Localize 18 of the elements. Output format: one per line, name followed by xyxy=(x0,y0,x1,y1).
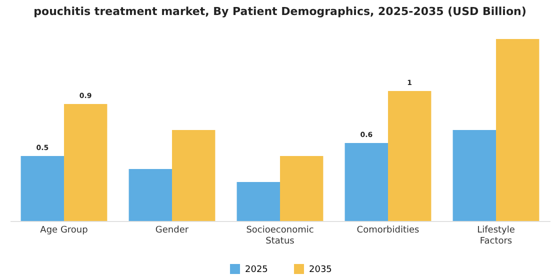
x-tick-label: Comorbidities xyxy=(356,226,420,236)
bar xyxy=(280,156,324,221)
bar xyxy=(388,91,432,221)
x-tick-label: Gender xyxy=(155,226,189,236)
bar xyxy=(128,169,172,221)
bar xyxy=(20,156,64,221)
legend-label: 2035 xyxy=(309,265,332,275)
bar xyxy=(236,182,280,221)
x-tick-label: Socioeconomic Status xyxy=(246,226,314,246)
bar xyxy=(344,143,388,221)
bar xyxy=(496,39,540,221)
bar xyxy=(172,130,216,221)
x-tick-label: Age Group xyxy=(40,226,88,236)
bar xyxy=(64,104,108,221)
legend-label: 2025 xyxy=(245,265,268,275)
bar xyxy=(452,130,496,221)
chart-title: pouchitis treatment market, By Patient Demographics, 2025-2035 (USD Billion) xyxy=(34,5,526,18)
x-tick-label: Lifestyle Factors xyxy=(477,226,516,246)
